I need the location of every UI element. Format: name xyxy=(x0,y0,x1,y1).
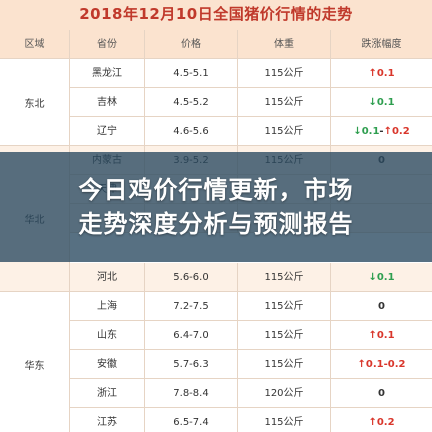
change-cell: ↓0.1-↑0.2 xyxy=(331,117,432,146)
header-weight: 体重 xyxy=(238,30,331,59)
headline-overlay: 今日鸡价行情更新，市场 走势深度分析与预测报告 xyxy=(0,152,432,262)
price-cell: 6.5-7.4 xyxy=(145,408,238,432)
weight-cell: 115公斤 xyxy=(238,117,331,146)
province-cell: 黑龙江 xyxy=(70,59,145,88)
change-cell: ↓0.1 xyxy=(331,88,432,117)
headline-line-2: 走势深度分析与预测报告 xyxy=(78,210,354,238)
change-cell: ↑0.1 xyxy=(331,321,432,350)
header-province: 省份 xyxy=(70,30,145,59)
table-row: 河北 5.6-6.0 115公斤 ↓0.1 xyxy=(0,263,432,292)
province-cell: 河北 xyxy=(70,263,145,292)
weight-cell: 115公斤 xyxy=(238,350,331,379)
province-cell: 辽宁 xyxy=(70,117,145,146)
weight-cell: 120公斤 xyxy=(238,379,331,408)
price-cell: 4.5-5.2 xyxy=(145,88,238,117)
province-cell: 山东 xyxy=(70,321,145,350)
change-up-value: ↑0.2 xyxy=(383,126,410,137)
weight-cell: 115公斤 xyxy=(238,321,331,350)
change-down-value: ↓0.1 xyxy=(353,126,380,137)
table-row: 黑龙江 4.5-5.1 115公斤 ↑0.1 xyxy=(0,59,432,88)
header-region: 区域 xyxy=(0,30,70,59)
weight-cell: 115公斤 xyxy=(238,59,331,88)
table-row: 山东 6.4-7.0 115公斤 ↑0.1 xyxy=(0,321,432,350)
price-cell: 4.5-5.1 xyxy=(145,59,238,88)
change-cell: ↑0.1-0.2 xyxy=(331,350,432,379)
table-row: 江苏 6.5-7.4 115公斤 ↑0.2 xyxy=(0,408,432,432)
region-cell-huadong: 华东 xyxy=(0,292,70,432)
province-cell: 浙江 xyxy=(70,379,145,408)
header-price: 价格 xyxy=(145,30,238,59)
table-row: 浙江 7.8-8.4 120公斤 0 xyxy=(0,379,432,408)
region-cell-dongbei: 东北 xyxy=(0,59,70,146)
page-title: 2018年12月10日全国猪价行情的走势 xyxy=(0,0,432,30)
price-cell: 4.6-5.6 xyxy=(145,117,238,146)
weight-cell: 115公斤 xyxy=(238,88,331,117)
province-cell: 吉林 xyxy=(70,88,145,117)
change-cell: ↑0.2 xyxy=(331,408,432,432)
table-row: 安徽 5.7-6.3 115公斤 ↑0.1-0.2 xyxy=(0,350,432,379)
weight-cell: 115公斤 xyxy=(238,292,331,321)
price-cell: 5.6-6.0 xyxy=(145,263,238,292)
change-cell: 0 xyxy=(331,379,432,408)
price-cell: 7.8-8.4 xyxy=(145,379,238,408)
table-row: 辽宁 4.6-5.6 115公斤 ↓0.1-↑0.2 xyxy=(0,117,432,146)
price-cell: 7.2-7.5 xyxy=(145,292,238,321)
province-cell: 上海 xyxy=(70,292,145,321)
headline-line-1: 今日鸡价行情更新，市场 xyxy=(78,176,354,204)
header-change: 跌涨幅度 xyxy=(331,30,432,59)
weight-cell: 115公斤 xyxy=(238,263,331,292)
change-cell: 0 xyxy=(331,292,432,321)
table-row: 吉林 4.5-5.2 115公斤 ↓0.1 xyxy=(0,88,432,117)
price-cell: 6.4-7.0 xyxy=(145,321,238,350)
province-cell: 安徽 xyxy=(70,350,145,379)
province-cell: 江苏 xyxy=(70,408,145,432)
price-cell: 5.7-6.3 xyxy=(145,350,238,379)
change-separator: - xyxy=(379,126,384,137)
table-header: 区域 省份 价格 体重 跌涨幅度 xyxy=(0,30,432,59)
weight-cell: 115公斤 xyxy=(238,408,331,432)
table-row: 上海 7.2-7.5 115公斤 0 xyxy=(0,292,432,321)
change-cell: ↑0.1 xyxy=(331,59,432,88)
change-cell: ↓0.1 xyxy=(331,263,432,292)
